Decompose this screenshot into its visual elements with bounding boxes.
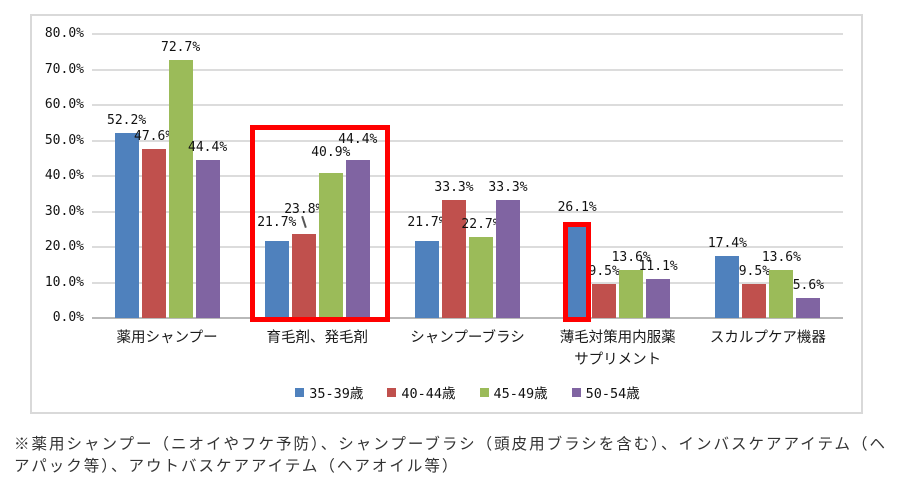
bar-value-label: 13.6% xyxy=(611,249,651,265)
y-axis-tick-label: 50.0% xyxy=(44,132,84,148)
bar-value-label: 21.7% xyxy=(407,214,447,230)
gridline xyxy=(92,33,843,35)
bar-value-label: 26.1% xyxy=(557,200,597,216)
footnote: ※薬用シャンプー（ニオイやフケ予防）、シャンプーブラシ（頭皮用ブラシを含む）、イ… xyxy=(14,436,887,476)
y-axis-tick-label: 40.0% xyxy=(44,168,84,183)
x-axis-category-label: シャンプーブラシ xyxy=(410,330,525,346)
legend-label: 35-39歳 xyxy=(309,386,364,402)
chart-legend: 35-39歳 40-44歳 45-49歳 50-54歳 xyxy=(92,382,843,402)
legend-label: 45-49歳 xyxy=(493,386,548,402)
legend-swatch-icon xyxy=(479,387,489,397)
bar-50-54歳-c2 xyxy=(496,199,520,318)
legend-item-45-49歳: 45-49歳 xyxy=(479,382,548,402)
y-axis-tick-label: 60.0% xyxy=(44,97,84,112)
bar-value-label: 72.7% xyxy=(161,39,201,55)
bar-40-44歳-c2 xyxy=(442,199,466,318)
bar-value-label: 23.8% xyxy=(284,201,324,217)
bar-45-49歳-c2 xyxy=(469,237,493,318)
bar-45-49歳-c3 xyxy=(619,269,644,318)
gridline xyxy=(92,104,843,106)
bar-40-44歳-c4 xyxy=(742,284,767,318)
legend-swatch-icon xyxy=(571,387,581,397)
x-axis-category-label: スカルプケア機器 xyxy=(709,330,826,346)
bar-value-label: 40.9% xyxy=(311,144,351,160)
legend-item-35-39歳: 35-39歳 xyxy=(295,382,363,402)
bar-50-54歳-c1 xyxy=(345,160,370,318)
legend-item-40-44歳: 40-44歳 xyxy=(387,382,456,402)
gridline xyxy=(92,281,843,284)
bar-45-49歳-c0 xyxy=(168,59,193,318)
legend-swatch-icon xyxy=(387,387,397,397)
hair-growth-group-highlight xyxy=(250,125,390,322)
bar-value-label: 9.5% xyxy=(738,264,771,280)
x-axis-category-label: 薄毛対策用内服薬 サプリメント xyxy=(559,330,676,368)
x-axis-line xyxy=(92,317,843,319)
bar-35-39歳-c2 xyxy=(415,240,439,318)
bar-35-39歳-c3 xyxy=(565,225,590,318)
bar-value-label: 47.6% xyxy=(134,129,174,145)
bar-value-label: 33.3% xyxy=(488,179,528,195)
bar-value-label: 11.1% xyxy=(638,258,678,274)
bar-value-label: 52.2% xyxy=(107,112,147,128)
bar-35-39歳-c4 xyxy=(715,256,740,318)
gridline xyxy=(92,175,843,177)
bar-35-39歳-c0 xyxy=(114,132,139,318)
bar-value-label: 21.7% xyxy=(257,214,297,230)
bar-45-49歳-c4 xyxy=(769,269,794,318)
bar-value-label: 44.4% xyxy=(338,132,378,148)
bar-value-label: 13.6% xyxy=(761,249,801,265)
bar-50-54歳-c4 xyxy=(796,298,821,318)
legend-label: 40-44歳 xyxy=(401,386,456,402)
gridline xyxy=(92,68,843,71)
bar-value-label: 22.7% xyxy=(461,217,501,233)
y-axis-tick-label: 30.0% xyxy=(44,203,84,219)
bar-40-44歳-c0 xyxy=(141,149,166,318)
x-axis-category-label: 育毛剤、発毛剤 xyxy=(266,330,369,346)
bar-45-49歳-c1 xyxy=(318,172,343,318)
bar-40-44歳-c3 xyxy=(592,284,617,318)
gridline xyxy=(92,210,843,213)
y-axis-tick-label: 10.0% xyxy=(44,274,84,290)
bar-50-54歳-c3 xyxy=(646,278,671,318)
bar-value-label: 9.5% xyxy=(588,264,620,280)
bar-value-label: 17.4% xyxy=(707,236,747,252)
y-axis-tick-label: 20.0% xyxy=(44,239,84,254)
bar-35-39歳-c1 xyxy=(264,240,289,318)
bar-chart-frame: 0.0% 10.0% 20.0% 30.0% 40.0% 50.0% 60.0% 70.0% 8… xyxy=(30,14,863,414)
gridline xyxy=(92,246,843,248)
legend-label: 50-54歳 xyxy=(585,386,640,402)
supplement-35-39-bar-highlight xyxy=(563,222,591,322)
bar-value-label: 5.6% xyxy=(792,278,825,294)
y-axis-tick-label: 0.0% xyxy=(52,310,84,325)
y-axis-tick-label: 80.0% xyxy=(44,26,84,41)
bar-value-label: 44.4% xyxy=(188,140,228,156)
gridline xyxy=(92,139,843,142)
bar-50-54歳-c0 xyxy=(195,160,220,318)
bar-value-label: 33.3% xyxy=(434,179,474,195)
legend-item-50-54歳: 50-54歳 xyxy=(571,382,640,402)
legend-swatch-icon xyxy=(295,387,305,397)
bar-40-44歳-c1 xyxy=(291,233,316,318)
x-axis-category-label: 薬用シャンプー xyxy=(116,330,218,346)
y-axis-tick-label: 70.0% xyxy=(44,61,84,77)
